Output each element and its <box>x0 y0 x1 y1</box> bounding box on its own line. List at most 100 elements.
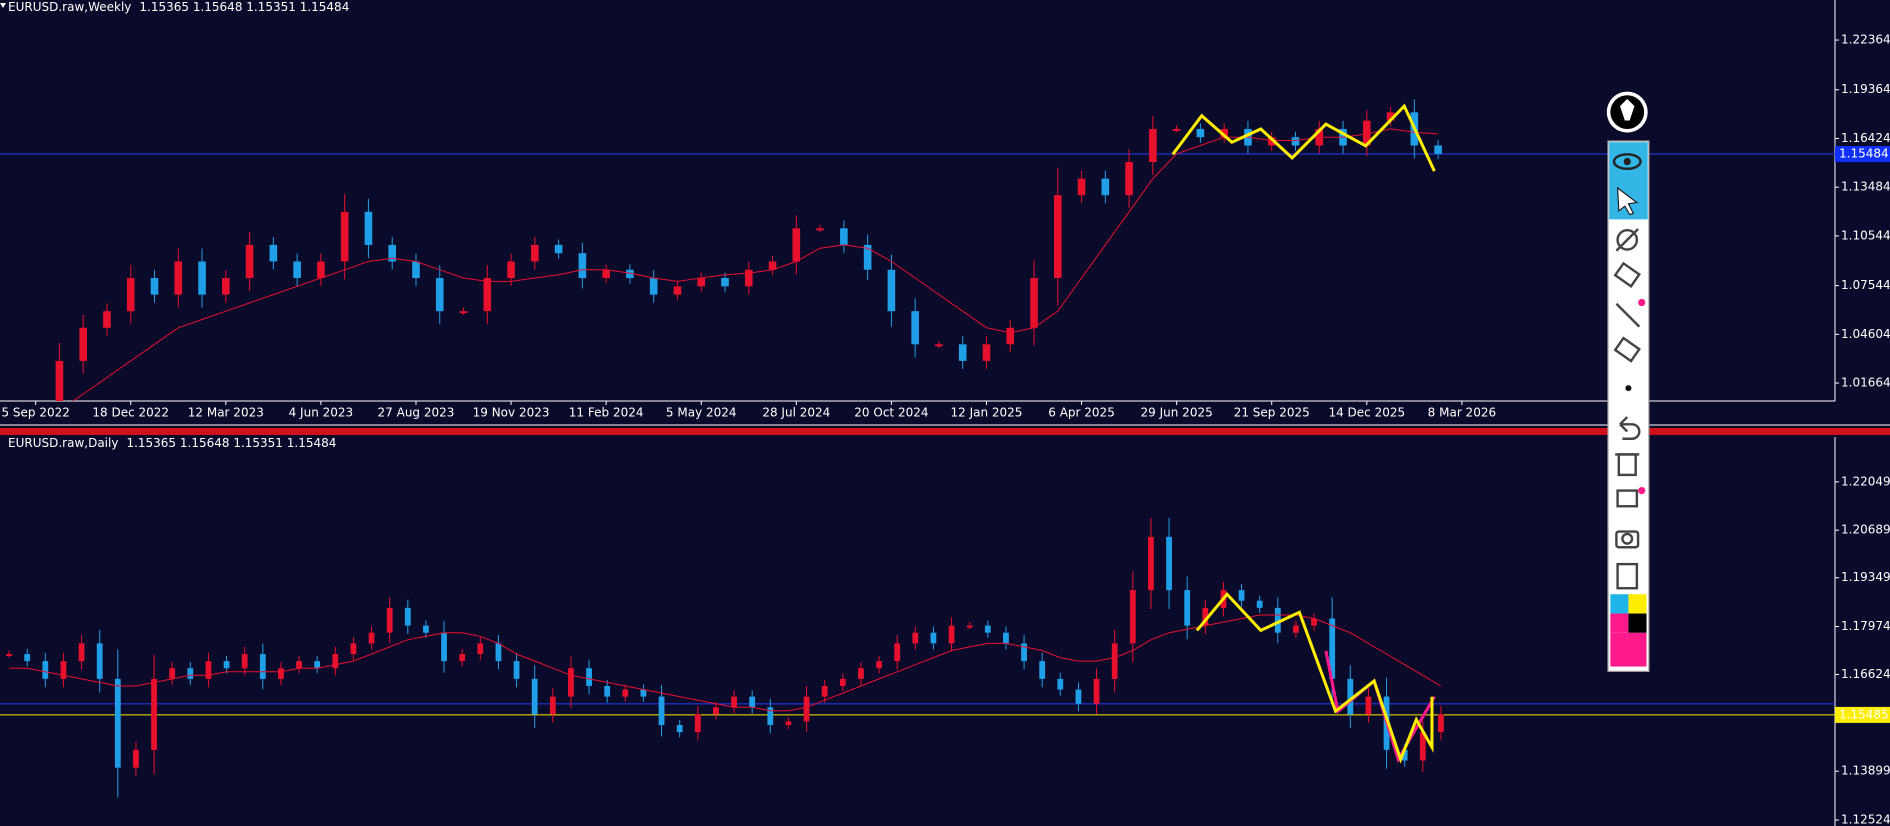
candle <box>6 654 12 657</box>
camera-icon[interactable] <box>1615 530 1640 549</box>
dot-icon[interactable] <box>1625 385 1632 392</box>
candle <box>293 261 301 279</box>
weekly-pane <box>0 99 1835 401</box>
candle <box>1363 120 1371 146</box>
camera-icon <box>1621 532 1634 545</box>
candle <box>821 685 828 697</box>
zigzag <box>1171 103 1436 172</box>
color-swatch[interactable] <box>1610 632 1647 667</box>
candle <box>198 261 206 295</box>
candle <box>568 668 574 697</box>
cursor-icon[interactable] <box>1616 186 1639 216</box>
candle <box>278 668 284 679</box>
date-label: 20 Oct 2024 <box>854 406 928 420</box>
date-label: 21 Sep 2025 <box>1234 406 1310 420</box>
candle <box>586 668 592 686</box>
candle <box>1365 696 1372 715</box>
candle <box>697 278 706 287</box>
candle <box>640 689 647 697</box>
candle <box>626 269 634 279</box>
candle <box>245 244 254 279</box>
candle <box>205 661 212 679</box>
color-swatch[interactable] <box>1628 594 1647 614</box>
candle <box>1434 145 1442 154</box>
symbol-period: EURUSD.raw,Daily <box>8 436 118 450</box>
candle <box>1184 590 1191 626</box>
candle <box>241 654 248 669</box>
candle <box>1267 137 1276 146</box>
candle <box>803 696 810 722</box>
candle <box>404 607 411 626</box>
undo-icon[interactable] <box>1619 416 1641 440</box>
eye-icon[interactable] <box>1612 153 1642 170</box>
clipboard-icon[interactable] <box>1616 562 1639 590</box>
candle <box>1077 178 1086 196</box>
candle <box>622 689 629 697</box>
candle <box>816 228 824 231</box>
candle <box>1021 643 1027 662</box>
candle <box>531 244 539 262</box>
date-label: 18 Dec 2022 <box>92 406 169 420</box>
candle <box>513 661 520 679</box>
price-label: 1.01664 <box>1841 376 1890 390</box>
price-label: 1.12524 <box>1841 813 1890 826</box>
candle <box>42 661 49 679</box>
candle <box>858 668 864 679</box>
menu-arrow[interactable] <box>0 3 6 8</box>
line-icon[interactable] <box>1615 302 1641 328</box>
candle <box>441 632 447 662</box>
date-label: 11 Feb 2024 <box>569 406 644 420</box>
color-swatch[interactable] <box>1610 594 1629 614</box>
candle <box>1093 678 1100 704</box>
candle <box>423 625 429 633</box>
candle <box>1125 162 1133 196</box>
price-label: 1.20689 <box>1841 523 1890 537</box>
candle <box>150 278 159 295</box>
candle <box>1386 112 1395 121</box>
candle <box>887 269 896 312</box>
pane-header: EURUSD.raw,Weekly 1.15365 1.15648 1.15351… <box>8 0 349 14</box>
candle <box>1347 678 1354 715</box>
candle <box>24 654 31 662</box>
price-tag-label: 1.15485 <box>1839 707 1889 721</box>
candle <box>1274 607 1281 633</box>
candle <box>1238 590 1245 601</box>
candle <box>894 643 901 662</box>
candle <box>55 360 64 401</box>
color-swatch[interactable] <box>1610 613 1629 633</box>
indicator-dot <box>1638 298 1646 307</box>
price-label: 1.10544 <box>1841 228 1890 242</box>
candle <box>948 625 955 644</box>
symbol-period: EURUSD.raw,Weekly <box>8 0 131 14</box>
candle <box>296 661 302 669</box>
candle <box>1111 643 1118 679</box>
ohlc-quote: 1.15365 1.15648 1.15351 1.15484 <box>139 0 349 14</box>
eraser-icon[interactable] <box>1613 261 1641 288</box>
date-label: 19 Nov 2023 <box>473 406 550 420</box>
ohlc-quote: 1.15365 1.15648 1.15351 1.15484 <box>126 436 336 450</box>
magnet-icon[interactable] <box>1616 229 1639 251</box>
template-icon[interactable] <box>1616 489 1639 508</box>
candle <box>912 632 919 644</box>
price-label: 1.13899 <box>1841 764 1890 778</box>
date-label: 12 Jan 2025 <box>951 406 1023 420</box>
date-label: 4 Jun 2023 <box>289 406 354 420</box>
candle <box>1196 128 1205 138</box>
candle <box>658 696 665 726</box>
candle <box>713 707 719 715</box>
candle <box>1003 632 1009 644</box>
pen-icon <box>1620 98 1635 121</box>
candle <box>1438 714 1444 733</box>
candle <box>133 749 139 768</box>
candle <box>1053 195 1062 279</box>
candle <box>554 244 563 254</box>
candle <box>78 643 85 662</box>
candle <box>1419 732 1426 761</box>
candle <box>768 261 777 270</box>
color-swatch[interactable] <box>1628 613 1647 633</box>
price-tag <box>1835 146 1890 163</box>
date-label: 12 Mar 2023 <box>188 406 264 420</box>
candle <box>1057 678 1064 690</box>
eraser-icon[interactable] <box>1613 336 1641 363</box>
